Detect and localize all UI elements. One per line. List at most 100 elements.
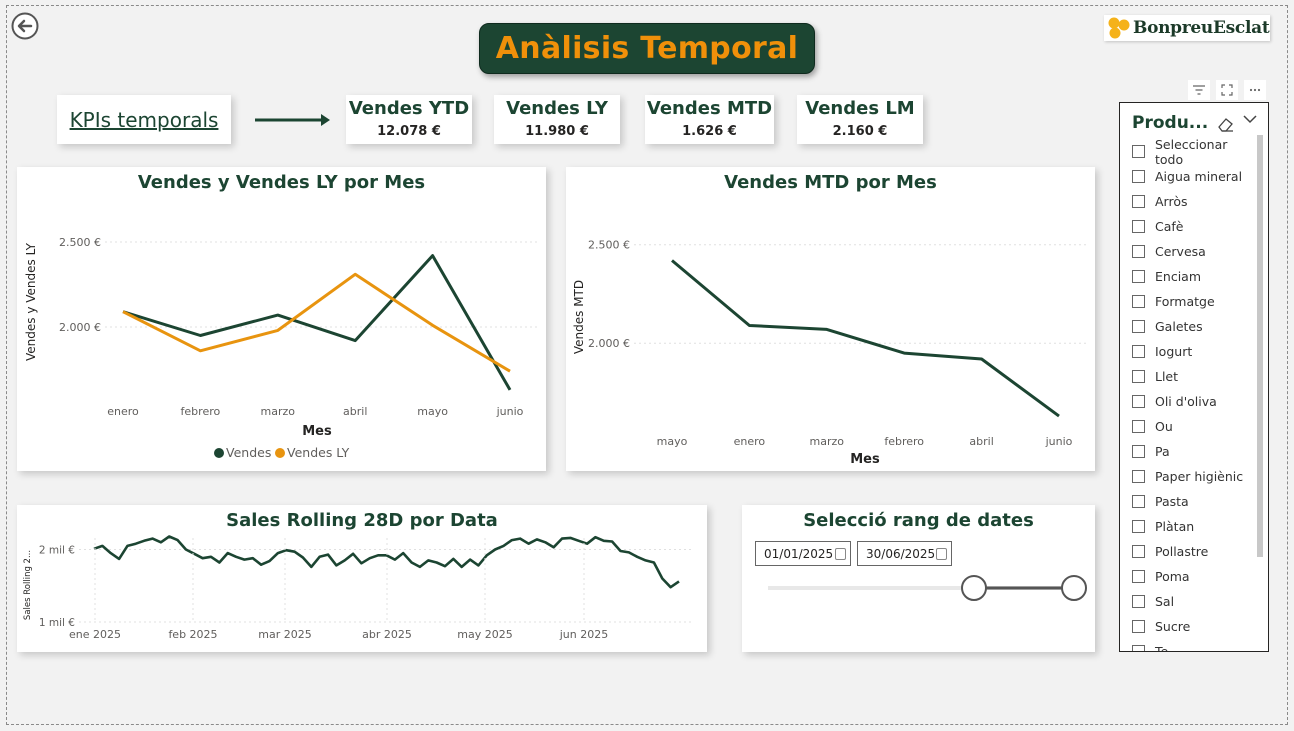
kpi-title: Vendes YTD [348, 98, 470, 119]
start-date-value: 01/01/2025 [764, 546, 834, 561]
checkbox[interactable] [1132, 245, 1145, 258]
x-axis-title: Mes [302, 424, 332, 439]
slicer-item[interactable]: Pa [1132, 439, 1258, 464]
slicer-item[interactable]: Sal [1132, 589, 1258, 614]
slicer-item[interactable]: Formatge [1132, 289, 1258, 314]
scrollbar-thumb[interactable] [1257, 135, 1263, 557]
checkbox[interactable] [1132, 370, 1145, 383]
chevron-down-icon[interactable] [1242, 113, 1258, 125]
checkbox[interactable] [1132, 170, 1145, 183]
checkbox[interactable] [1132, 395, 1145, 408]
kpi-value: 2.160 € [832, 124, 888, 139]
chart-sales-rolling-card[interactable]: Sales Rolling 28D por Data Sales Rolling… [17, 505, 707, 652]
chart-vendes-mtd-card[interactable]: Vendes MTD por Mes Vendes MTD Mes 2.000 … [566, 167, 1095, 471]
x-tick-label: ene 2025 [69, 628, 121, 641]
checkbox[interactable] [1132, 470, 1145, 483]
checkbox[interactable] [1132, 295, 1145, 308]
range-end-handle[interactable] [1061, 575, 1087, 601]
x-tick-label: febrero [181, 405, 221, 418]
range-start-handle[interactable] [961, 575, 987, 601]
checkbox[interactable] [1132, 445, 1145, 458]
slicer-item[interactable]: Ou [1132, 414, 1258, 439]
back-arrow-icon[interactable] [11, 12, 39, 40]
visual-header [1188, 80, 1266, 100]
slicer-item-label: Enciam [1155, 269, 1202, 284]
checkbox[interactable] [1132, 270, 1145, 283]
date-range-slicer: Selecció rang de dates [742, 505, 1095, 652]
slicer-item[interactable]: Sucre [1132, 614, 1258, 639]
kpi-title: Vendes LY [506, 98, 608, 119]
slicer-item[interactable]: Cervesa [1132, 239, 1258, 264]
x-tick-label: jun 2025 [559, 628, 609, 641]
date-range-track[interactable] [742, 505, 1095, 652]
x-tick-label: abr 2025 [362, 628, 412, 641]
checkbox[interactable] [1132, 320, 1145, 333]
slicer-item-label: Sal [1155, 594, 1175, 609]
checkbox[interactable] [1132, 645, 1145, 651]
kpi-value: 1.626 € [682, 124, 737, 139]
chart-title: Vendes y Vendes LY por Mes [137, 172, 426, 193]
slicer-item-label: Pollastre [1155, 544, 1209, 559]
slicer-item[interactable]: Llet [1132, 364, 1258, 389]
slicer-item[interactable]: Arròs [1132, 189, 1258, 214]
checkbox[interactable] [1132, 495, 1145, 508]
slicer-item[interactable]: Paper higiènic [1132, 464, 1258, 489]
calendar-icon[interactable] [936, 548, 947, 560]
x-tick-label: feb 2025 [168, 628, 217, 641]
checkbox[interactable] [1132, 620, 1145, 633]
series-line-0[interactable] [93, 535, 680, 589]
checkbox[interactable] [1132, 595, 1145, 608]
checkbox[interactable] [1132, 345, 1145, 358]
series-line-0[interactable] [671, 259, 1060, 418]
focus-mode-icon[interactable] [1216, 80, 1238, 100]
legend-label-vendes-ly[interactable]: Vendes LY [287, 445, 350, 460]
slicer-item-label: Seleccionar todo [1155, 136, 1228, 167]
slicer-item-label: Cafè [1155, 219, 1184, 234]
slicer-item[interactable]: Iogurt [1132, 339, 1258, 364]
page-title-box: Anàlisis Temporal [479, 23, 815, 74]
arrow-right-icon [255, 114, 330, 126]
slicer-item[interactable]: Poma [1132, 564, 1258, 589]
x-tick-label: junio [496, 405, 524, 418]
product-slicer: Produ... Seleccionar todo Aigua mineral Ar… [1119, 102, 1269, 652]
kpi-card-vendes-lm: Vendes LM 2.160 € [797, 95, 923, 144]
slicer-item[interactable]: Galetes [1132, 314, 1258, 339]
legend-label-vendes[interactable]: Vendes [226, 445, 271, 460]
checkbox[interactable] [1132, 520, 1145, 533]
checkbox[interactable] [1132, 420, 1145, 433]
start-date-input[interactable]: 01/01/2025 [755, 541, 851, 566]
checkbox[interactable] [1132, 145, 1145, 158]
end-date-input[interactable]: 30/06/2025 [857, 541, 952, 566]
x-tick-label: enero [107, 405, 139, 418]
slicer-item-label: Oli d'oliva [1155, 394, 1217, 409]
eraser-icon[interactable] [1216, 115, 1236, 133]
slicer-item[interactable]: Te [1132, 639, 1258, 651]
slicer-item[interactable]: Pollastre [1132, 539, 1258, 564]
checkbox[interactable] [1132, 195, 1145, 208]
slicer-item[interactable]: Pasta [1132, 489, 1258, 514]
chart-vendes-mtd: Vendes MTD Mes 2.000 € 2.500 € mayo enero ma… [572, 239, 1088, 467]
more-options-icon[interactable] [1244, 80, 1266, 100]
x-tick-label: abril [343, 405, 367, 418]
chart-sales-rolling: Sales Rolling 2... 1 mil € 2 mil € ene 202… [23, 535, 692, 641]
checkbox[interactable] [1132, 220, 1145, 233]
filter-icon[interactable] [1188, 80, 1210, 100]
slicer-item[interactable]: Oli d'oliva [1132, 389, 1258, 414]
slicer-item[interactable]: Aigua mineral [1132, 164, 1258, 189]
legend-marker-vendes-ly [275, 448, 285, 458]
checkbox[interactable] [1132, 570, 1145, 583]
checkbox[interactable] [1132, 545, 1145, 558]
slicer-item[interactable]: Enciam [1132, 264, 1258, 289]
slicer-item[interactable]: Seleccionar todo [1132, 136, 1258, 167]
x-tick-label: junio [1045, 435, 1073, 448]
series-line-1[interactable] [122, 272, 511, 373]
slicer-item[interactable]: Cafè [1132, 214, 1258, 239]
kpi-title: Vendes LM [805, 98, 915, 119]
series-line-0[interactable] [122, 254, 512, 391]
kpis-link-button[interactable]: KPIs temporals [57, 95, 231, 144]
slicer-item[interactable]: Plàtan [1132, 514, 1258, 539]
slicer-item-label: Arròs [1155, 194, 1188, 209]
calendar-icon[interactable] [835, 548, 846, 560]
chart-vendes-ly-card[interactable]: Vendes y Vendes LY por Mes Vendes y Vend… [17, 167, 546, 471]
page-frame [6, 5, 1288, 725]
